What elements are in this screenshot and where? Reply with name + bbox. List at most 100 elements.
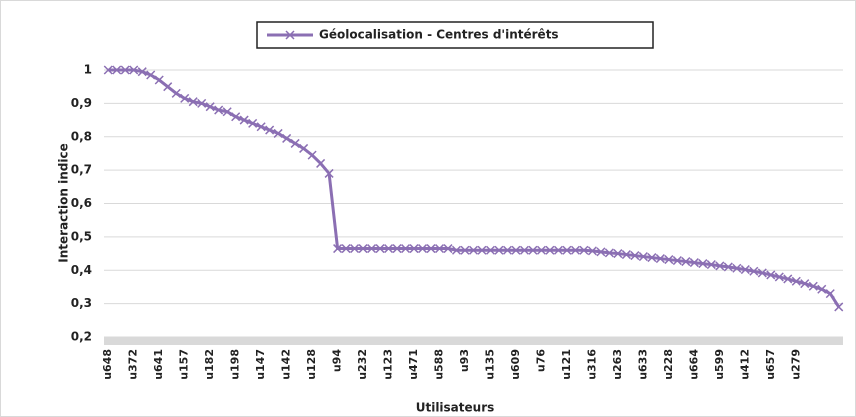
point-marker [715, 261, 725, 271]
point-marker [222, 107, 232, 117]
point-marker [341, 244, 351, 254]
point-marker [706, 260, 716, 270]
point-marker [146, 70, 156, 80]
point-marker [817, 284, 827, 294]
point-marker [205, 102, 215, 112]
point-marker [630, 251, 640, 261]
x-tick-label: u588 [433, 349, 446, 380]
x-tick-label: u76 [534, 349, 547, 372]
x-tick-label: u633 [636, 349, 649, 380]
point-marker [553, 245, 563, 255]
point-marker [299, 143, 309, 153]
x-tick-label: u599 [713, 349, 726, 380]
y-tick-label: 0,2 [71, 330, 92, 344]
x-tick-label: u157 [178, 349, 191, 380]
point-marker [358, 244, 368, 254]
y-tick-label: 0,7 [71, 163, 92, 177]
x-tick-label: u121 [560, 349, 573, 380]
point-marker [180, 93, 190, 103]
point-marker [282, 133, 292, 143]
point-marker [647, 253, 657, 263]
point-marker [367, 244, 377, 254]
point-marker [418, 244, 428, 254]
x-tick-label: u471 [407, 349, 420, 380]
legend-label: Géolocalisation - Centres d'intérêts [319, 28, 559, 42]
x-tick-label: u198 [229, 349, 242, 380]
point-marker [783, 274, 793, 284]
point-marker [120, 65, 130, 75]
x-tick-label: u93 [458, 349, 471, 372]
x-tick-label: u182 [203, 349, 216, 380]
point-marker [681, 257, 691, 267]
point-marker [231, 112, 241, 122]
x-tick-label: u657 [764, 349, 777, 380]
point-marker [137, 67, 147, 77]
point-marker [638, 252, 648, 262]
y-tick-label: 0,3 [71, 296, 92, 310]
x-tick-label: u648 [101, 349, 114, 380]
point-marker [307, 150, 317, 160]
x-tick-label: u279 [789, 349, 802, 380]
y-axis-title: Interaction indice [57, 143, 71, 262]
point-marker [494, 245, 504, 255]
point-marker [528, 245, 538, 255]
x-tick-label: u412 [738, 349, 751, 380]
point-marker [672, 256, 682, 266]
point-marker [163, 82, 173, 92]
y-tick-label: 0,4 [71, 263, 92, 277]
x-tick-label: u135 [483, 349, 496, 380]
x-tick-label: u316 [585, 349, 598, 380]
point-marker [655, 254, 665, 264]
point-marker [536, 245, 546, 255]
point-marker [434, 244, 445, 254]
point-marker [324, 168, 334, 178]
point-marker [587, 246, 597, 256]
point-marker [171, 88, 181, 98]
legend-marker [285, 30, 295, 40]
point-marker [545, 245, 555, 255]
point-marker [248, 118, 258, 128]
point-marker [375, 244, 385, 254]
point-marker [384, 244, 394, 254]
point-marker [689, 258, 699, 268]
point-marker [316, 158, 326, 168]
x-tick-label: u609 [509, 349, 522, 380]
x-tick-label: u263 [611, 349, 624, 380]
y-tick-label: 0,8 [71, 129, 92, 143]
point-marker [443, 244, 453, 254]
x-tick-label: u128 [305, 349, 318, 380]
point-marker [129, 65, 139, 75]
x-tick-label: u664 [687, 349, 700, 380]
point-marker [740, 265, 750, 275]
point-marker [732, 263, 742, 273]
point-marker [766, 270, 776, 280]
point-marker [197, 98, 207, 108]
y-tick-label: 0,5 [71, 229, 92, 243]
point-marker [749, 266, 759, 276]
x-tick-label: u94 [331, 349, 344, 372]
point-marker [664, 255, 674, 265]
x-tick-label: u142 [280, 349, 293, 380]
point-marker [409, 244, 419, 254]
point-marker [698, 259, 708, 269]
x-tick-label: u372 [127, 349, 140, 380]
point-marker [290, 138, 300, 148]
point-marker [256, 122, 266, 132]
point-marker [723, 262, 733, 272]
point-marker [621, 250, 631, 260]
y-tick-label: 0,9 [71, 96, 92, 110]
point-marker [485, 245, 496, 255]
point-marker [154, 75, 164, 85]
point-marker [214, 105, 224, 115]
point-marker [562, 245, 572, 255]
point-marker [460, 245, 470, 255]
point-marker [774, 272, 784, 282]
x-tick-label: u147 [254, 349, 267, 380]
point-marker [791, 276, 801, 286]
point-marker [613, 249, 623, 259]
point-marker [273, 128, 283, 138]
point-marker [239, 115, 249, 125]
point-marker [800, 279, 810, 289]
point-marker [103, 65, 113, 75]
